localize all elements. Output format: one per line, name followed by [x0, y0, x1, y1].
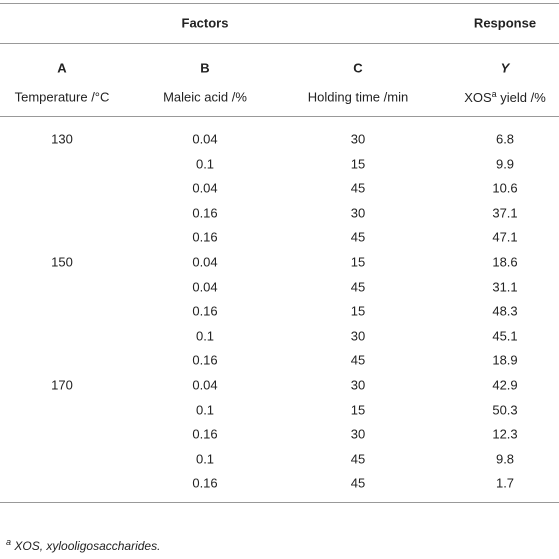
cell: 48.3	[492, 303, 518, 319]
cell: 45	[350, 180, 366, 196]
column-code: A	[57, 60, 67, 76]
temperature: 170	[51, 377, 73, 393]
cell: 6.8	[495, 131, 515, 147]
temperature: 150	[51, 254, 73, 270]
cell: 15	[350, 254, 366, 270]
cell: 18.9	[492, 352, 518, 368]
cell: 0.16	[192, 426, 218, 442]
cell: 30	[350, 426, 366, 442]
column-code: B	[200, 60, 210, 76]
cell: 45	[350, 475, 366, 491]
cell: 1.7	[495, 475, 515, 491]
cell: 30	[350, 328, 366, 344]
cell: 45	[350, 451, 366, 467]
rule	[0, 43, 559, 44]
cell: 0.04	[192, 377, 218, 393]
cell: 30	[350, 205, 366, 221]
cell: 0.1	[195, 328, 215, 344]
cell: 9.8	[495, 451, 515, 467]
header-response: Response	[473, 15, 537, 31]
temperature: 130	[51, 131, 73, 147]
rule	[0, 116, 559, 117]
footnote-mark: a	[491, 88, 497, 99]
cell: 0.1	[195, 451, 215, 467]
cell: 15	[350, 156, 366, 172]
footnote: a XOS, xylooligosaccharides.	[6, 537, 160, 553]
footnote-mark: a	[6, 537, 12, 547]
cell: 45.1	[492, 328, 518, 344]
cell: 12.3	[492, 426, 518, 442]
unit-text: XOS	[464, 90, 492, 106]
cell: 0.04	[192, 131, 218, 147]
column-unit: Maleic acid /%	[163, 89, 247, 105]
cell: 37.1	[492, 205, 518, 221]
cell: 0.16	[192, 475, 218, 491]
cell: 0.1	[195, 156, 215, 172]
footnote-text: XOS, xylooligosaccharides.	[14, 539, 161, 553]
cell: 0.1	[195, 402, 215, 418]
column-unit: Temperature /°C	[14, 89, 110, 105]
cell: 45	[350, 229, 366, 245]
cell: 30	[350, 377, 366, 393]
cell: 45	[350, 352, 366, 368]
cell: 0.16	[192, 205, 218, 221]
header-factors: Factors	[181, 15, 229, 31]
cell: 0.16	[192, 229, 218, 245]
rule	[0, 3, 559, 4]
rule	[0, 502, 559, 503]
cell: 30	[350, 131, 366, 147]
column-code: C	[353, 60, 363, 76]
cell: 15	[350, 402, 366, 418]
cell: 9.9	[495, 156, 515, 172]
cell: 10.6	[492, 180, 518, 196]
cell: 0.04	[192, 254, 218, 270]
column-unit: Holding time /min	[307, 89, 409, 105]
cell: 45	[350, 279, 366, 295]
response-unit: XOSa yield /%	[464, 89, 546, 105]
cell: 18.6	[492, 254, 518, 270]
cell: 0.04	[192, 279, 218, 295]
column-code: Y	[500, 60, 510, 76]
unit-text: yield /%	[496, 90, 546, 106]
cell: 0.16	[192, 352, 218, 368]
cell: 0.16	[192, 303, 218, 319]
cell: 50.3	[492, 402, 518, 418]
cell: 31.1	[492, 279, 518, 295]
cell: 15	[350, 303, 366, 319]
cell: 42.9	[492, 377, 518, 393]
cell: 47.1	[492, 229, 518, 245]
cell: 0.04	[192, 180, 218, 196]
